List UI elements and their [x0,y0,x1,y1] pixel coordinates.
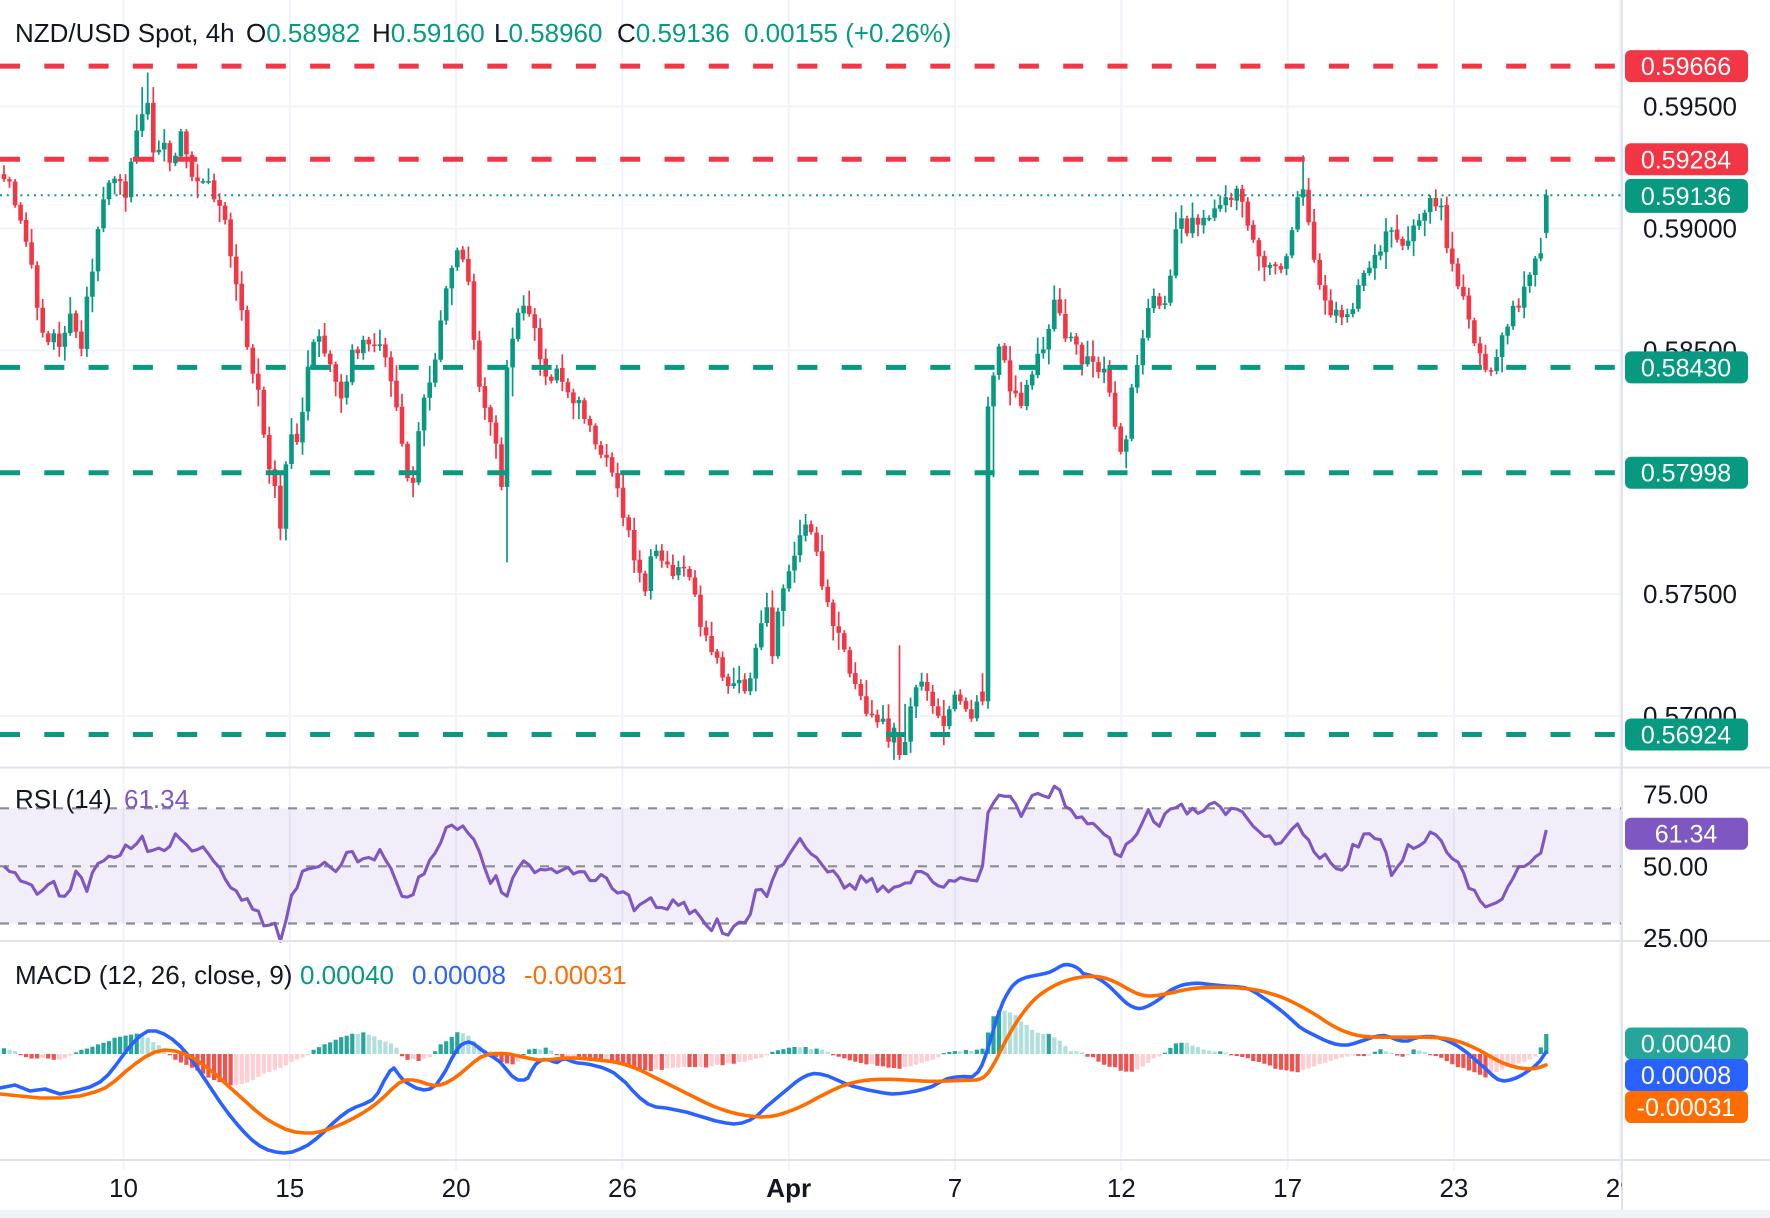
svg-text:0.00040: 0.00040 [1641,1031,1731,1059]
svg-text:0.00008: 0.00008 [1641,1062,1731,1090]
svg-text:7: 7 [948,1173,962,1203]
svg-text:29: 29 [1606,1173,1635,1203]
svg-text:50.00: 50.00 [1643,851,1708,881]
svg-text:0.58430: 0.58430 [1641,354,1731,382]
svg-text:-0.00031: -0.00031 [1637,1094,1736,1122]
svg-text:0.59284: 0.59284 [1641,146,1731,174]
svg-text:0.57500: 0.57500 [1643,579,1737,609]
svg-text:75.00: 75.00 [1643,779,1708,809]
svg-text:10: 10 [109,1173,138,1203]
svg-text:61.34: 61.34 [124,784,189,814]
svg-text:20: 20 [442,1173,471,1203]
svg-text:15: 15 [275,1173,304,1203]
svg-text:0.59136: 0.59136 [1641,183,1731,211]
svg-text:RSI (14): RSI (14) [15,784,112,814]
svg-text:0.00040: 0.00040 [300,960,394,990]
svg-text:0.59500: 0.59500 [1643,92,1737,122]
svg-text:26: 26 [608,1173,637,1203]
svg-text:61.34: 61.34 [1655,821,1718,849]
svg-text:12: 12 [1107,1173,1136,1203]
svg-text:Apr: Apr [766,1173,811,1203]
svg-text:NZD/USD Spot, 4h: NZD/USD Spot, 4h [15,18,235,48]
svg-text:-0.00031: -0.00031 [524,960,627,990]
svg-text:23: 23 [1439,1173,1468,1203]
svg-text:O0.58982: O0.58982 [246,18,360,48]
svg-text:H0.59160: H0.59160 [372,18,485,48]
svg-text:0.57998: 0.57998 [1641,460,1731,488]
svg-text:17: 17 [1273,1173,1302,1203]
svg-text:L0.58960: L0.58960 [494,18,602,48]
svg-text:0.59000: 0.59000 [1643,214,1737,244]
svg-text:25.00: 25.00 [1643,923,1708,953]
svg-text:0.56924: 0.56924 [1641,722,1731,750]
svg-text:0.00008: 0.00008 [412,960,506,990]
svg-text:C0.59136: C0.59136 [617,18,730,48]
svg-text:0.59666: 0.59666 [1641,53,1731,81]
svg-text:MACD (12, 26, close, 9): MACD (12, 26, close, 9) [15,960,292,990]
svg-text:0.00155 (+0.26%): 0.00155 (+0.26%) [744,18,951,48]
